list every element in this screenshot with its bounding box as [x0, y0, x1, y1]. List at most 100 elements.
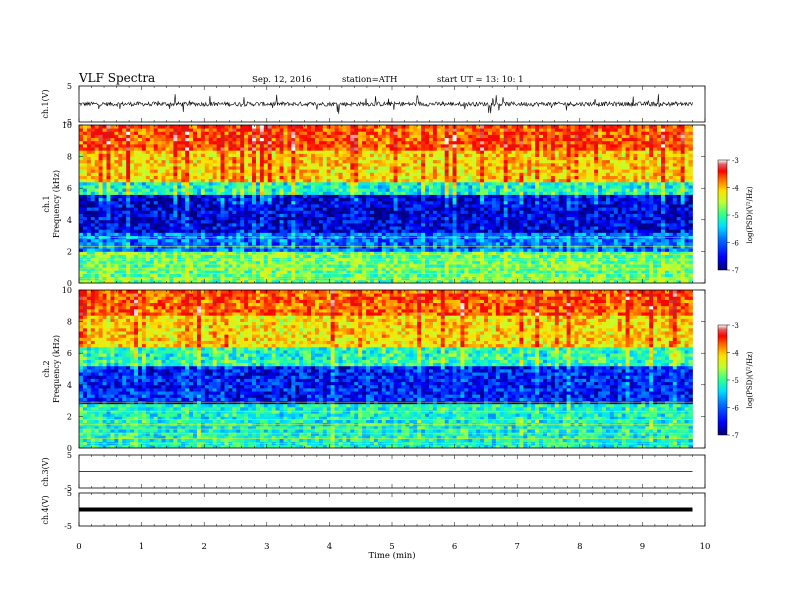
- ch1-spectrogram-cell: [385, 128, 391, 132]
- ch1-spectrogram-cell: [208, 241, 214, 246]
- ch1-spectrogram-cell: [279, 194, 284, 199]
- ch1-spectrogram-cell: [314, 229, 320, 233]
- ch1-spectrogram-cell: [232, 216, 237, 221]
- ch1-spectrogram-cell: [350, 185, 355, 189]
- ch1-spectrogram-cell: [212, 162, 218, 167]
- ch1-spectrogram-cell: [169, 197, 174, 202]
- ch1-spectrogram-cell: [314, 172, 320, 176]
- ch1-spectrogram-cell: [393, 241, 398, 246]
- ch1-spectrogram-cell: [255, 140, 261, 145]
- ch1-spectrogram-cell: [240, 150, 245, 154]
- ch1-spectrogram-cell: [342, 125, 347, 129]
- ch1-spectrogram-cell: [82, 131, 88, 135]
- ch1-spectrogram-cell: [464, 200, 469, 205]
- ch1-spectrogram-cell: [248, 251, 253, 255]
- ch1-spectrogram-cell: [354, 270, 359, 274]
- ch1-spectrogram-cell: [122, 226, 127, 230]
- ch1-spectrogram-cell: [413, 175, 418, 180]
- ch1-spectrogram-cell: [137, 125, 143, 129]
- ch1-spectrogram-cell: [177, 191, 182, 195]
- ch1-spectrogram-cell: [252, 238, 257, 243]
- ch1-spectrogram-cell: [334, 279, 339, 284]
- ch1-spectrogram-cell: [295, 166, 300, 170]
- ch1-spectrogram-cell: [381, 137, 387, 142]
- ch1-spectrogram-cell: [401, 153, 406, 157]
- ch1-spectrogram-cell: [405, 166, 410, 170]
- ch1-spectrogram-cell: [291, 251, 296, 255]
- ch1-spectrogram-cell: [82, 185, 88, 189]
- ch1-spectrogram-cell: [413, 134, 418, 139]
- ch1-spectrogram-cell: [405, 210, 410, 214]
- ch1-spectrogram-cell: [279, 251, 284, 255]
- ch1-spectrogram-cell: [338, 178, 343, 183]
- ch1-spectrogram-cell: [134, 226, 139, 230]
- ch1-spectrogram-cell: [366, 147, 371, 151]
- ch1-spectrogram-cell: [185, 248, 190, 252]
- ch1-spectrogram-cell: [106, 264, 111, 268]
- ch1-spectrogram-cell: [275, 200, 280, 205]
- ch1-spectrogram-cell: [118, 270, 123, 274]
- ch1-spectrogram-cell: [444, 159, 450, 164]
- ch1-spectrogram-cell: [417, 219, 422, 224]
- ch1-spectrogram-cell: [436, 162, 442, 167]
- ch1-spectrogram-cell: [134, 207, 139, 211]
- ch1-spectrogram-cell: [409, 159, 414, 164]
- ch1-spectrogram-cell: [326, 191, 332, 195]
- ch1-spectrogram-cell: [161, 200, 166, 205]
- ch1-spectrogram-cell: [134, 125, 139, 129]
- ch1-spectrogram-cell: [421, 251, 426, 255]
- ch1-spectrogram-cell: [134, 131, 139, 135]
- ch1-spectrogram-cell: [314, 169, 320, 173]
- ch1-spectrogram-cell: [303, 194, 308, 199]
- ch1-spectrogram-cell: [220, 128, 225, 132]
- ch1-spectrogram-cell: [291, 241, 296, 246]
- ch1-spectrogram-cell: [444, 248, 450, 252]
- ch1-spectrogram-cell: [401, 219, 406, 224]
- ch1-spectrogram-cell: [314, 191, 320, 195]
- ch1-spectrogram-cell: [389, 162, 394, 167]
- ch1-spectrogram-cell: [134, 162, 139, 167]
- ch1-spectrogram-cell: [444, 238, 450, 243]
- ch1-spectrogram-cell: [283, 140, 288, 145]
- ch1-spectrogram-cell: [342, 238, 347, 243]
- ch1-spectrogram-cell: [318, 213, 324, 218]
- ch1-spectrogram-cell: [413, 143, 418, 148]
- ch1-spectrogram-cell: [279, 140, 284, 145]
- ch1-spectrogram-cell: [354, 185, 359, 189]
- ch1-spectrogram-cell: [200, 172, 206, 176]
- ch1-spectrogram-cell: [318, 172, 324, 176]
- ch1-spectrogram-cell: [169, 150, 174, 154]
- ch1-spectrogram-cell: [432, 264, 438, 268]
- ch1-spectrogram-cell: [366, 159, 371, 164]
- ch1-spectrogram-cell: [196, 134, 202, 139]
- ch1-spectrogram-cell: [307, 273, 312, 278]
- ch1-spectrogram-cell: [354, 188, 359, 192]
- ch1-spectrogram-cell: [130, 219, 135, 224]
- ch1-spectrogram-cell: [137, 131, 143, 135]
- ch1-spectrogram-cell: [102, 232, 107, 236]
- ch1-spectrogram-cell: [421, 254, 426, 259]
- ch1-spectrogram-cell: [165, 150, 170, 154]
- ch1-spectrogram-cell: [94, 162, 100, 167]
- ch1-spectrogram-cell: [134, 210, 139, 214]
- ch1-spectrogram-cell: [200, 207, 206, 211]
- ch1-spectrogram-cell: [346, 191, 351, 195]
- ch1-spectrogram-cell: [102, 137, 107, 142]
- ch1-spectrogram-cell: [177, 216, 182, 221]
- ch1-spectrogram-cell: [417, 273, 422, 278]
- ch1-spectrogram-cell: [295, 150, 300, 154]
- ch1-spectrogram-cell: [334, 153, 339, 157]
- ch1-spectrogram-cell: [228, 166, 233, 170]
- ch1-spectrogram-cell: [126, 150, 131, 154]
- ch1-spectrogram-cell: [429, 200, 434, 205]
- ch1-spectrogram-cell: [421, 264, 426, 268]
- ch1-spectrogram-cell: [153, 219, 159, 224]
- ch1-spectrogram-cell: [342, 264, 347, 268]
- ch1-spectrogram-cell: [134, 166, 139, 170]
- ch1-spectrogram-cell: [255, 197, 261, 202]
- ch1-spectrogram-cell: [385, 251, 391, 255]
- ch1-spectrogram-cell: [157, 219, 162, 224]
- ch1-spectrogram-cell: [149, 137, 155, 142]
- ch1-spectrogram-cell: [460, 131, 465, 135]
- ch1-spectrogram-cell: [244, 213, 249, 218]
